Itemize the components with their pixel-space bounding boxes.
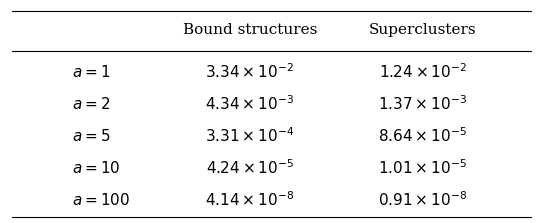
Text: $a = 10$: $a = 10$	[72, 160, 120, 176]
Text: $1.01 \times 10^{-5}$: $1.01 \times 10^{-5}$	[378, 158, 467, 177]
Text: $a = 1$: $a = 1$	[72, 64, 110, 80]
Text: $a = 2$: $a = 2$	[72, 96, 110, 112]
Text: $a = 5$: $a = 5$	[72, 128, 110, 144]
Text: $8.64 \times 10^{-5}$: $8.64 \times 10^{-5}$	[378, 126, 467, 145]
Text: $a = 100$: $a = 100$	[72, 192, 130, 208]
Text: $4.34 \times 10^{-3}$: $4.34 \times 10^{-3}$	[205, 95, 294, 113]
Text: Superclusters: Superclusters	[369, 23, 477, 37]
Text: Bound structures: Bound structures	[182, 23, 317, 37]
Text: $3.31 \times 10^{-4}$: $3.31 \times 10^{-4}$	[205, 126, 294, 145]
Text: $4.24 \times 10^{-5}$: $4.24 \times 10^{-5}$	[206, 158, 294, 177]
Text: $4.14 \times 10^{-8}$: $4.14 \times 10^{-8}$	[205, 190, 294, 209]
Text: $1.24 \times 10^{-2}$: $1.24 \times 10^{-2}$	[379, 62, 467, 81]
Text: $0.91 \times 10^{-8}$: $0.91 \times 10^{-8}$	[378, 190, 468, 209]
Text: $1.37 \times 10^{-3}$: $1.37 \times 10^{-3}$	[378, 95, 468, 113]
Text: $3.34 \times 10^{-2}$: $3.34 \times 10^{-2}$	[205, 62, 294, 81]
